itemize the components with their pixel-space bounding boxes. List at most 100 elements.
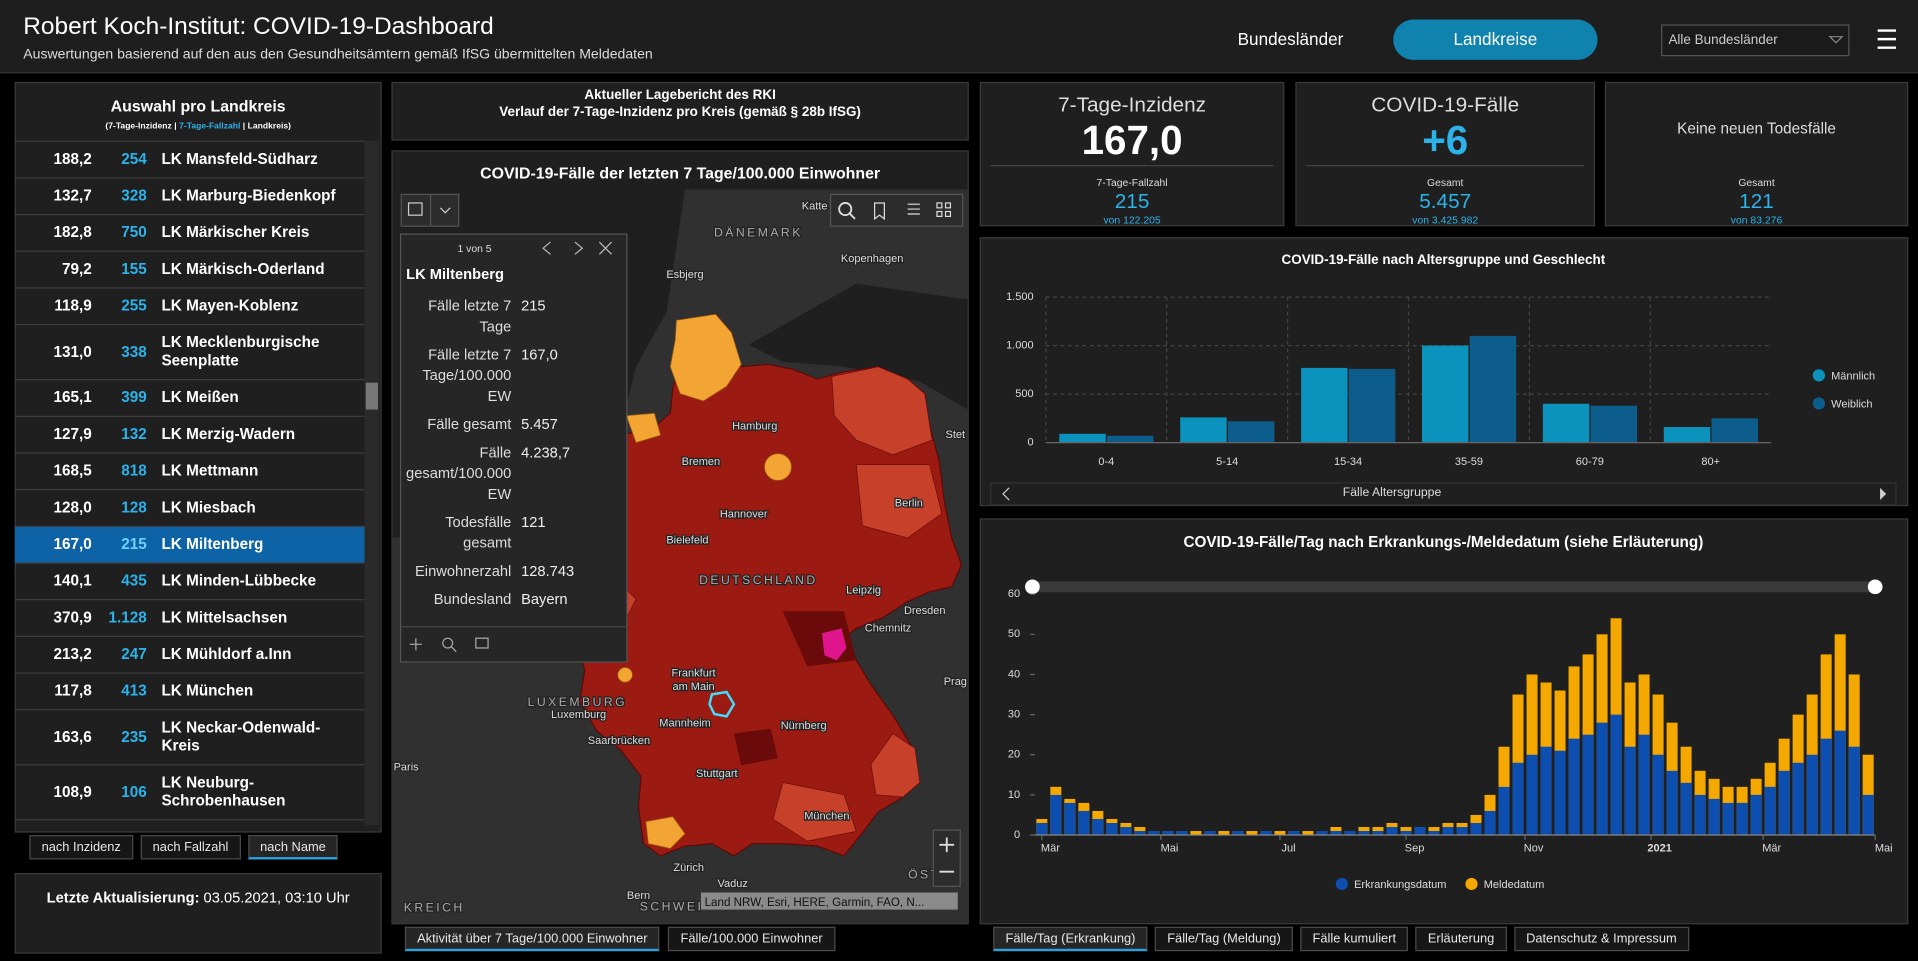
sort-tabs: nach Inzidenz nach Fallzahl nach Name — [29, 835, 339, 860]
bookmark-icon[interactable] — [873, 202, 885, 221]
popup-field: Fälle gesamt/100.000 EW 4.238,7 — [404, 443, 624, 505]
case-count: 255 — [121, 297, 147, 315]
list-row[interactable]: 188,2 254 LK Mansfeld-Südharz — [14, 142, 365, 179]
incidence: 131,0 — [53, 342, 92, 361]
dropdown[interactable] — [1661, 24, 1850, 57]
map-toolbar[interactable] — [829, 193, 964, 227]
list-row[interactable]: 165,1 399 LK Meißen — [14, 380, 365, 417]
list-row[interactable]: 131,0 338 LK Mecklenburgische Seenplatte — [14, 325, 365, 381]
tab[interactable]: Fälle/Tag (Erkrankung) — [993, 926, 1148, 952]
map-label: Mannheim — [659, 718, 710, 730]
y-tick-label: 30 — [1008, 709, 1020, 721]
bar — [1498, 786, 1510, 836]
stat-sub-total: von 3.425.982 — [1412, 213, 1479, 227]
tab[interactable]: Fälle/Tag (Meldung) — [1154, 926, 1293, 952]
list-row[interactable]: 79,2 155 LK Märkisch-Oderland — [14, 252, 365, 289]
bar — [1036, 822, 1048, 836]
map-label: Stuttgart — [696, 768, 738, 780]
list-row[interactable]: 163,6 235 LK Neckar-Odenwald-Kreis — [14, 710, 365, 766]
list-icon[interactable] — [907, 203, 920, 215]
tab[interactable]: Aktivität über 7 Tage/100.000 Einwohner — [404, 926, 660, 952]
stat-sub-value: 5.457 — [1419, 189, 1472, 213]
list-row[interactable]: 213,2 247 LK Mühldorf a.Inn — [14, 637, 365, 674]
scroll-right[interactable] — [1880, 487, 1887, 501]
map-label: Dresden — [904, 605, 946, 617]
nav-button[interactable]: Bundesländer — [1237, 29, 1344, 49]
map-label: LUXEMBURG — [528, 695, 627, 709]
list-row[interactable]: 140,1 435 LK Minden-Lübbecke — [14, 564, 365, 601]
list-row[interactable]: 118,9 255 LK Mayen-Koblenz — [14, 289, 365, 326]
x-tick-label: 35-59 — [1455, 456, 1483, 468]
slider-handle[interactable] — [1867, 579, 1883, 595]
bar — [1806, 754, 1818, 836]
y-tick-label: 60 — [1008, 588, 1020, 600]
tab[interactable]: Erläuterung — [1415, 926, 1507, 952]
scrollbar[interactable] — [364, 140, 380, 826]
map-label: Stet — [946, 429, 966, 441]
age-chart: COVID-19-Fälle nach Altersgruppe und Ges… — [990, 252, 1897, 506]
incidence: 127,9 — [53, 425, 92, 443]
case-count: 106 — [121, 783, 147, 801]
list-row[interactable]: 108,9 106 LK Neuburg-Schrobenhausen — [14, 765, 365, 821]
list-row[interactable]: 370,9 1.128 LK Mittelsachsen — [14, 600, 365, 637]
map-label: München — [804, 811, 849, 823]
bar — [1554, 750, 1566, 836]
tab[interactable]: Datenschutz & Impressum — [1513, 926, 1689, 952]
district-name: LK Mecklenburgische Seenplatte — [161, 333, 320, 370]
bar — [1484, 810, 1496, 836]
district-name: LK Märkisch-Oderland — [161, 260, 325, 278]
highlight-region — [821, 628, 847, 661]
tab[interactable]: nach Fallzahl — [140, 835, 241, 860]
popup-close[interactable] — [598, 241, 613, 255]
menu-button[interactable] — [1877, 29, 1896, 49]
bar — [1386, 827, 1398, 836]
list-row[interactable]: 168,5 818 LK Mettmann — [14, 454, 365, 491]
popup-field: Fälle letzte 7 Tage/100.000 EW 167,0 — [404, 345, 624, 407]
scroll-bar — [990, 482, 1897, 506]
scroll-left[interactable] — [1002, 487, 1010, 501]
popup-next[interactable] — [574, 241, 584, 255]
slider-handle[interactable] — [1025, 579, 1040, 595]
y-tick-label: 1.500 — [1006, 291, 1034, 303]
bar — [1820, 738, 1832, 836]
tab[interactable]: nach Inzidenz — [29, 835, 134, 860]
list-row[interactable]: 182,8 750 LK Märkischer Kreis — [14, 215, 365, 252]
bar — [1764, 786, 1776, 836]
list-row[interactable]: 167,0 215 LK Miltenberg — [14, 526, 365, 564]
list-row[interactable]: 127,9 132 LK Merzig-Wadern — [14, 417, 365, 454]
selected-region[interactable] — [708, 690, 736, 718]
list-row[interactable]: 128,0 128 LK Miesbach — [14, 490, 365, 527]
bar — [1736, 802, 1748, 836]
list-row[interactable]: 117,8 413 LK München — [14, 674, 365, 711]
list-row[interactable]: 132,7 328 LK Marburg-Biedenkopf — [14, 178, 365, 216]
bar — [1638, 734, 1650, 836]
x-tick-label: 0-4 — [1098, 456, 1114, 468]
stat-sub-label: Gesamt — [1738, 176, 1775, 189]
search-icon[interactable] — [838, 202, 853, 217]
y-tick-label: 20 — [1008, 749, 1020, 761]
tab[interactable]: nach Name — [247, 835, 339, 860]
nav-button-active[interactable]: Landkreise — [1393, 19, 1598, 60]
y-tick-label: 50 — [1008, 628, 1020, 640]
map-label: KREICH — [404, 901, 465, 915]
popup-prev[interactable] — [542, 241, 551, 255]
tab[interactable]: Fälle kumuliert — [1300, 926, 1409, 952]
bar — [1204, 831, 1216, 836]
district-name: LK Mettmann — [161, 462, 259, 480]
case-count: 215 — [121, 535, 147, 553]
popup-tools[interactable] — [409, 637, 489, 653]
bar — [1568, 738, 1580, 836]
map-label: Bremen — [682, 456, 721, 468]
stat-sub-label: 7-Tage-Fallzahl — [1096, 176, 1168, 189]
field-label: Fälle gesamt/100.000 EW — [406, 443, 512, 503]
bar — [1848, 746, 1860, 836]
regions-orange — [617, 313, 792, 849]
district-name: LK Mühldorf a.Inn — [161, 645, 292, 663]
y-tick-label: 500 — [1015, 388, 1033, 400]
tab[interactable]: Fälle/100.000 Einwohner — [668, 926, 835, 952]
incidence: 118,9 — [54, 297, 92, 315]
scrollbar-thumb[interactable] — [365, 382, 378, 410]
x-tick-label: 80+ — [1701, 456, 1720, 468]
grid-icon[interactable] — [936, 202, 952, 218]
map-title: COVID-19-Fälle der letzten 7 Tage/100.00… — [480, 163, 881, 183]
